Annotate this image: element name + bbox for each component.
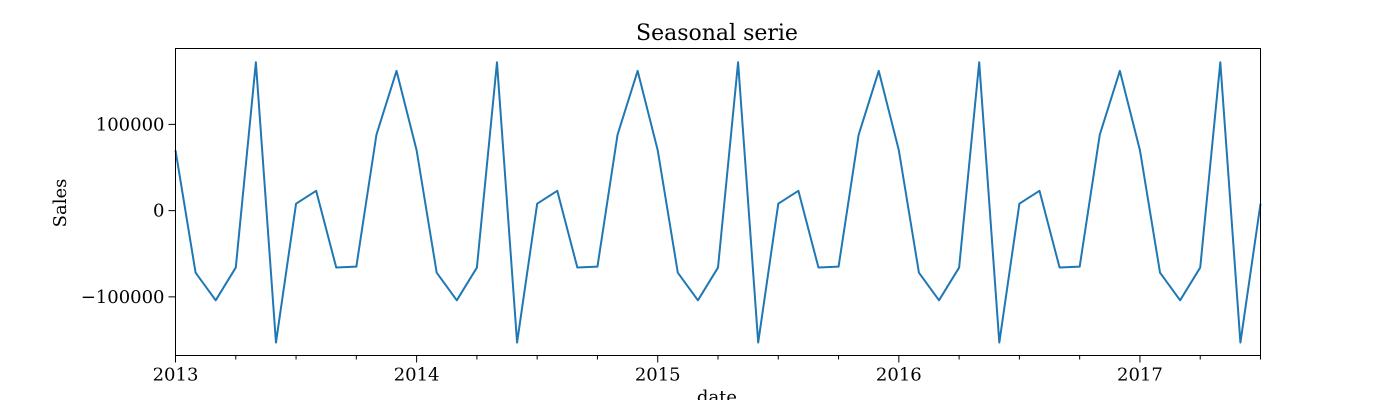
y-axis: 100000 0 −100000 — [81, 114, 176, 308]
series-line-0 — [174, 61, 1262, 344]
x-axis: 2013 2014 2015 2016 2017 — [153, 355, 1261, 386]
y-tick-label: 100000 — [96, 114, 165, 135]
x-tick-label: 2013 — [153, 365, 199, 386]
x-tick-label: 2014 — [394, 365, 440, 386]
y-tick-label: 0 — [153, 201, 164, 222]
x-tick-label: 2015 — [635, 365, 681, 386]
x-tick-label: 2016 — [876, 365, 922, 386]
plot-frame — [175, 48, 1261, 356]
x-axis-label: date — [697, 387, 737, 400]
y-axis-label: Sales — [50, 179, 71, 228]
chart-title: Seasonal serie — [636, 21, 798, 46]
x-tick-label: 2017 — [1117, 365, 1163, 386]
plot-area — [174, 61, 1262, 344]
y-tick-label: −100000 — [81, 287, 165, 308]
